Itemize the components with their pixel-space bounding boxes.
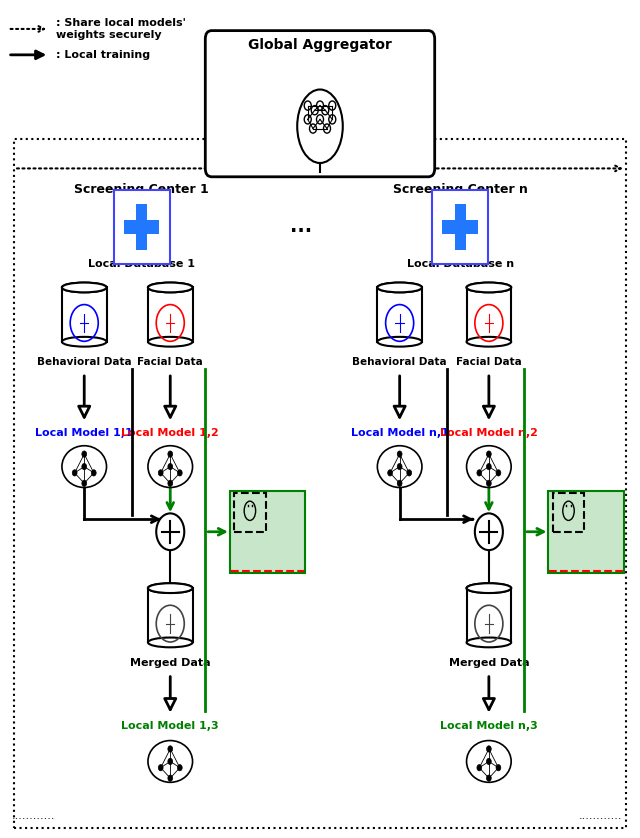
Circle shape [397,463,402,470]
Circle shape [477,764,482,771]
Bar [124,220,159,234]
FancyBboxPatch shape [432,190,488,264]
FancyBboxPatch shape [234,494,266,532]
FancyBboxPatch shape [553,494,584,532]
Circle shape [168,463,173,470]
Circle shape [388,470,392,476]
Circle shape [486,775,492,781]
Bar [136,204,147,251]
Bar [62,287,106,342]
Text: Local Database n: Local Database n [406,260,514,270]
Circle shape [177,764,182,771]
Circle shape [477,470,482,476]
Ellipse shape [148,282,193,292]
Text: Facial
Feature
Extraction: Facial Feature Extraction [239,515,296,548]
Ellipse shape [62,282,106,292]
Ellipse shape [62,282,106,292]
Ellipse shape [148,741,193,783]
Ellipse shape [148,583,193,593]
Ellipse shape [148,638,193,647]
Circle shape [496,470,501,476]
Text: Local Model n,2: Local Model n,2 [440,428,538,438]
Text: Behavioral Data: Behavioral Data [37,357,132,367]
Ellipse shape [467,282,511,292]
Text: Local Database 1: Local Database 1 [88,260,195,270]
Ellipse shape [148,337,193,347]
Text: Behavioral Data: Behavioral Data [353,357,447,367]
Ellipse shape [62,446,106,488]
Ellipse shape [148,282,193,292]
Text: Global Aggregator: Global Aggregator [248,38,392,52]
Text: Merged Data: Merged Data [130,658,211,668]
Ellipse shape [467,337,511,347]
Circle shape [82,480,86,486]
Bar [148,588,193,643]
Circle shape [397,480,402,486]
Circle shape [397,451,402,458]
Circle shape [158,764,163,771]
Circle shape [82,451,86,458]
Ellipse shape [467,583,511,593]
Circle shape [82,463,86,470]
Circle shape [158,470,163,476]
Ellipse shape [148,446,193,488]
FancyBboxPatch shape [230,491,305,572]
Bar [442,220,478,234]
Text: : Local training: : Local training [56,49,150,59]
Circle shape [177,470,182,476]
Text: Facial Data: Facial Data [138,357,203,367]
Text: Screening Center 1: Screening Center 1 [74,183,209,196]
Circle shape [486,463,492,470]
Ellipse shape [467,741,511,783]
Bar [467,588,511,643]
Text: Local Model 1,2: Local Model 1,2 [122,428,219,438]
Text: ............: ............ [579,810,622,820]
Text: Local Model n,3: Local Model n,3 [440,722,538,732]
Circle shape [486,758,492,764]
Circle shape [486,480,492,486]
Ellipse shape [467,446,511,488]
Ellipse shape [62,337,106,347]
Circle shape [168,775,173,781]
Bar [467,287,511,342]
Ellipse shape [378,446,422,488]
Ellipse shape [467,638,511,647]
Bar [378,287,422,342]
Ellipse shape [148,583,193,593]
Circle shape [92,470,96,476]
Text: ...: ... [290,217,312,236]
Bar [148,287,193,342]
Circle shape [496,764,501,771]
Text: Merged Data: Merged Data [449,658,529,668]
Ellipse shape [378,337,422,347]
Ellipse shape [467,583,511,593]
Circle shape [475,514,503,550]
FancyBboxPatch shape [205,31,435,177]
Text: Local Model n,1: Local Model n,1 [351,428,449,438]
Circle shape [168,746,173,752]
Circle shape [407,470,412,476]
Text: : Share local models'
weights securely: : Share local models' weights securely [56,18,186,39]
Circle shape [72,470,77,476]
FancyBboxPatch shape [113,190,170,264]
Circle shape [168,758,173,764]
Ellipse shape [378,282,422,292]
Text: Local Model 1,3: Local Model 1,3 [122,722,219,732]
Text: Local Model 1,1: Local Model 1,1 [35,428,133,438]
Text: Facial
Feature
Extraction: Facial Feature Extraction [558,515,614,548]
Ellipse shape [467,282,511,292]
Text: Facial Data: Facial Data [456,357,522,367]
FancyBboxPatch shape [548,491,624,572]
Bar [454,204,466,251]
Ellipse shape [378,282,422,292]
Circle shape [168,480,173,486]
Text: ............: ............ [12,810,55,820]
Text: Screening Center n: Screening Center n [393,183,527,196]
Circle shape [486,451,492,458]
Circle shape [156,514,184,550]
Circle shape [168,451,173,458]
Circle shape [486,746,492,752]
Bar [14,139,626,828]
